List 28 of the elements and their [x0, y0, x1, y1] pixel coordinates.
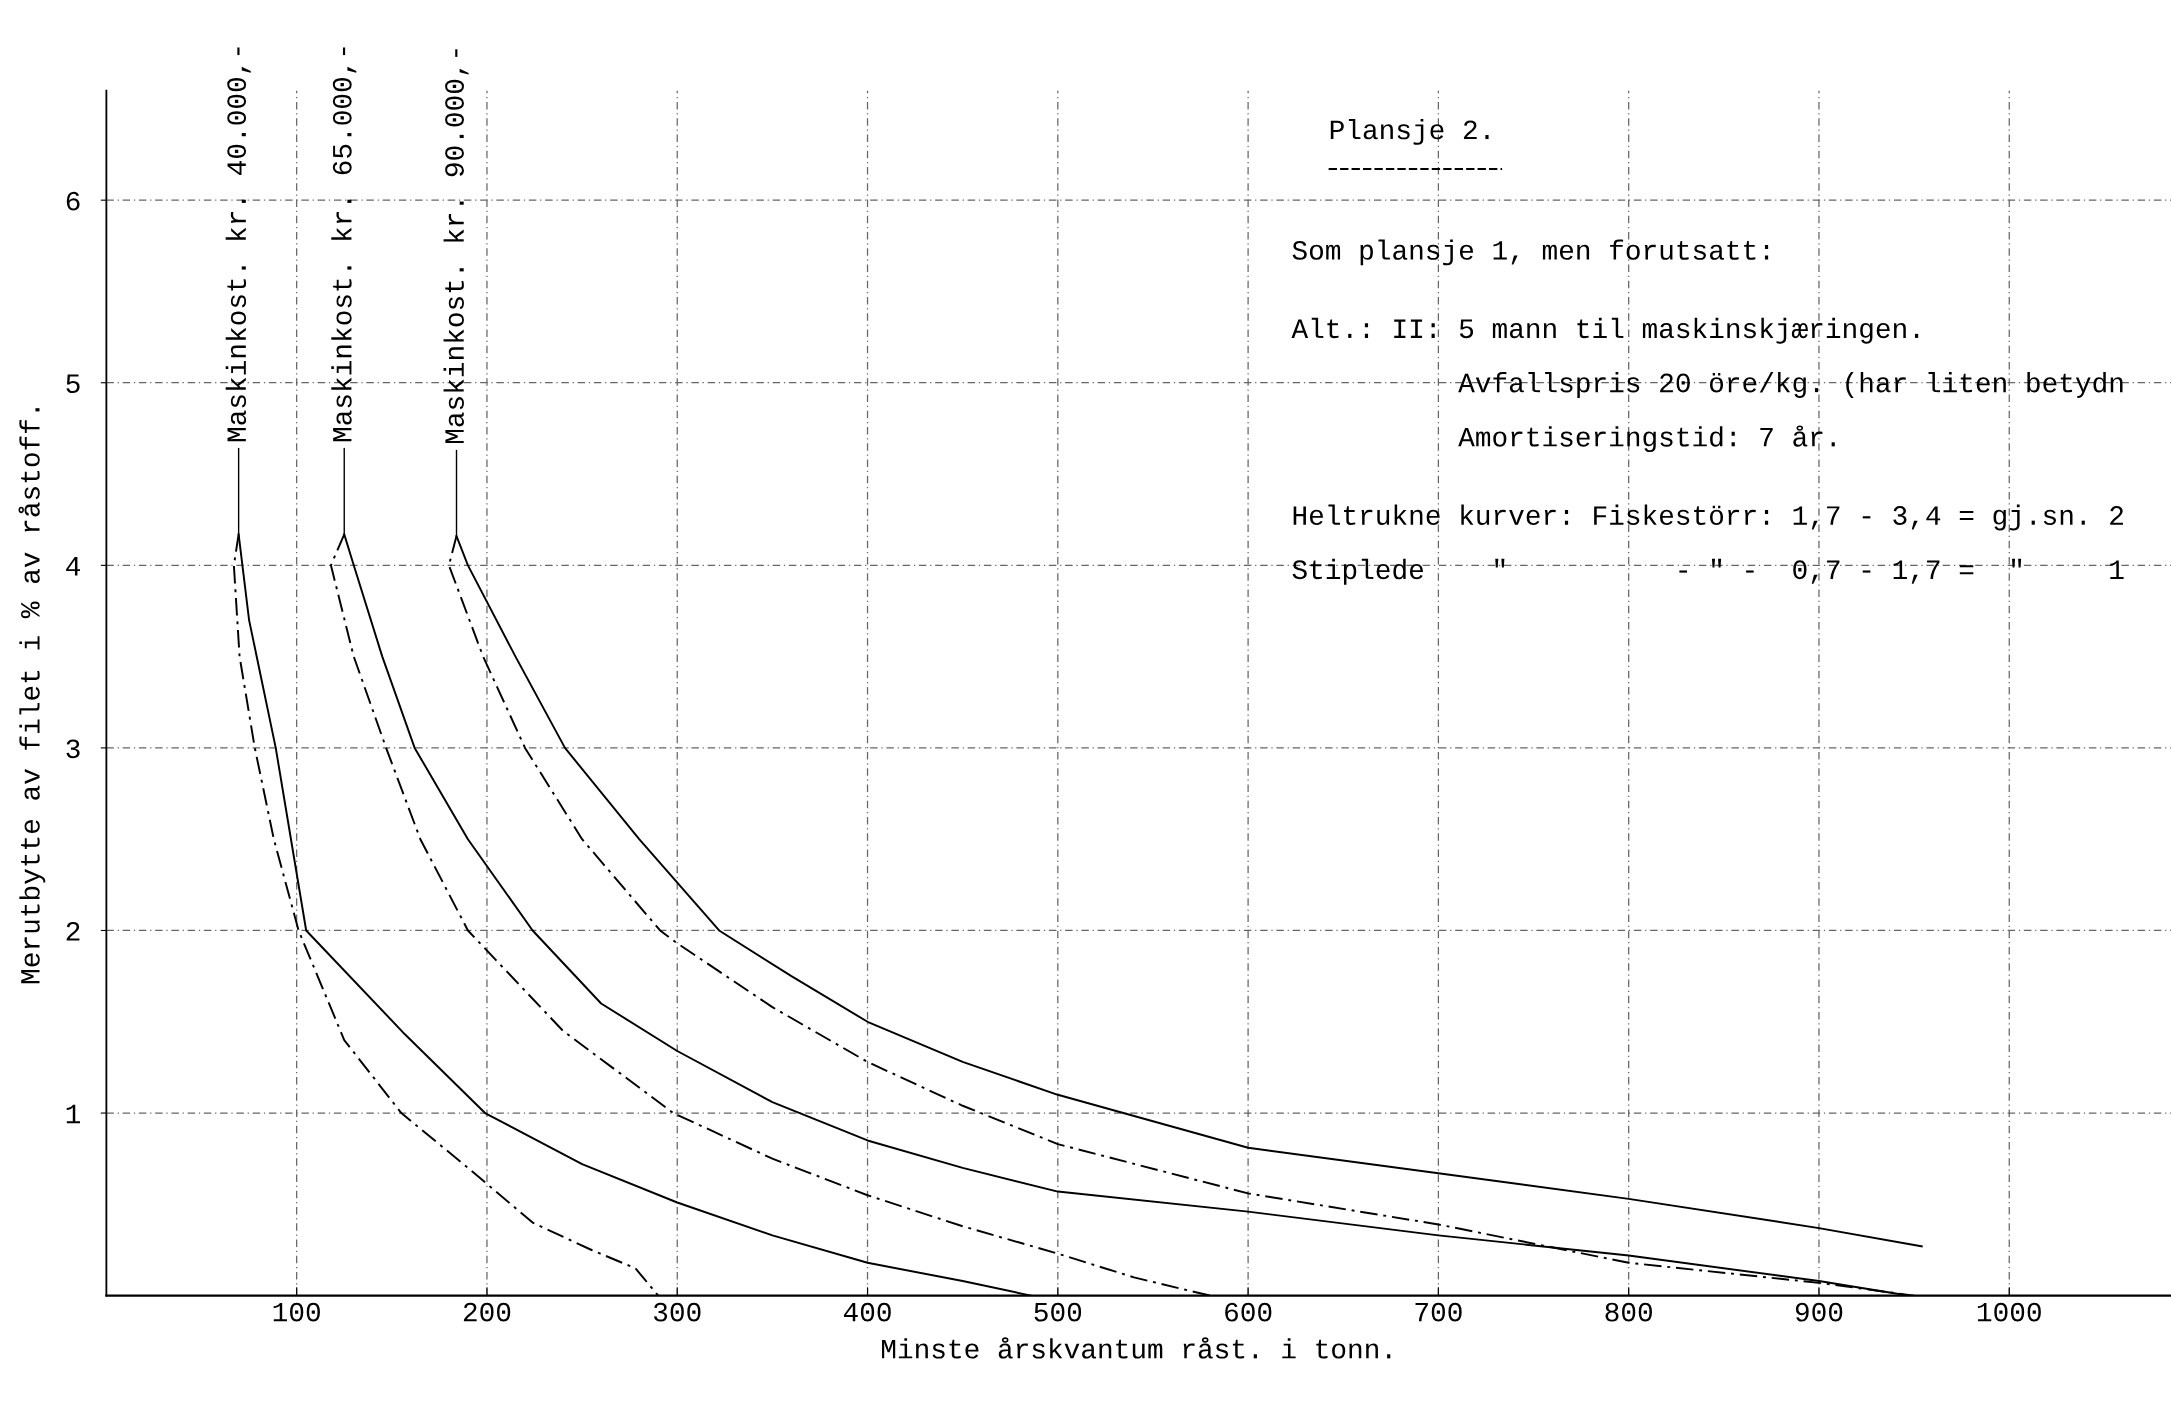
x-tick-label: 600 — [1225, 1302, 1272, 1322]
x-tick-label: 300 — [653, 1302, 701, 1322]
y-tick-label: 5 — [66, 374, 80, 394]
x-tick-label: 100 — [273, 1302, 320, 1322]
x-tick-label: 500 — [1034, 1302, 1082, 1322]
annotation: Avfallspris 20 öre/kg. (har liten betydn — [1458, 372, 2123, 398]
text: Plansje 2. — [1330, 118, 1489, 145]
annotation: Amortiseringstid: 7 år. — [1458, 425, 1835, 453]
x-tick-label: 700 — [1415, 1302, 1462, 1322]
y-tick-label: 4 — [66, 557, 80, 576]
annotation: Maskinkost. kr. 90.000,- — [443, 49, 469, 444]
y-tick-label: 2 — [66, 921, 80, 941]
annotation: Maskinkost. kr. 65.000,- — [331, 47, 357, 442]
x-tick-label: 800 — [1605, 1302, 1652, 1322]
y-tick-label: 3 — [66, 739, 80, 759]
y-tick-label: 6 — [66, 191, 80, 211]
annotation: Alt.: II: 5 mann til maskinskjæringen. — [1291, 317, 1919, 344]
annotation: Maskinkost. kr. 40.000,- — [225, 47, 251, 442]
annotation: Stiplede " - " - 0,7 - 1,7 = " 1 — [1292, 558, 2124, 585]
x-tick-label: 1000 — [1977, 1302, 2041, 1322]
x-tick-label: 200 — [463, 1302, 511, 1322]
x-axis-title: Minste årskvantum råst. i tonn. — [882, 1337, 1391, 1359]
y-tick-label: 1 — [66, 1104, 81, 1124]
annotation: Som plansje 1, men forutsatt: — [1292, 239, 1769, 266]
x-tick-label: 900 — [1795, 1302, 1843, 1322]
x-tick-label: 400 — [843, 1302, 891, 1322]
annotation: Heltrukne kurver: Fiskestörr: 1,7 - 3,4 = gj.sn. 2 — [1293, 504, 2123, 531]
y-axis-title: Merutbytte av filet i % av råstoff. — [18, 408, 46, 984]
